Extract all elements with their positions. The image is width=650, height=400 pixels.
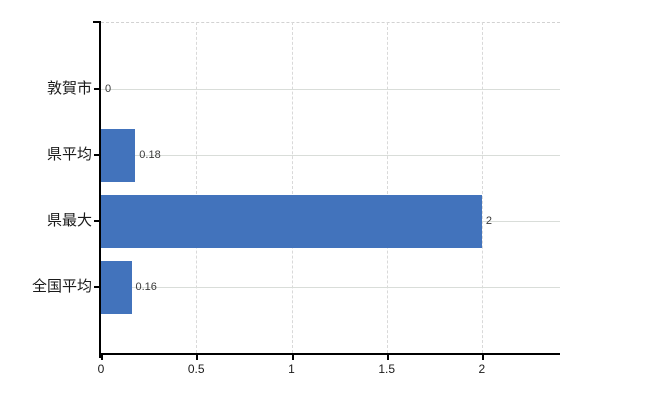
y-tick (94, 88, 101, 90)
x-tick (386, 355, 389, 360)
vertical-gridline (291, 22, 293, 353)
y-tick (94, 286, 101, 288)
bar-value-label: 0 (105, 83, 112, 95)
bar (101, 194, 482, 248)
x-tick-label: 1.5 (378, 362, 396, 376)
category-label: 敦賀市 (46, 80, 92, 97)
y-tick (94, 154, 101, 156)
vertical-gridline (481, 22, 483, 353)
horizontal-gridline (101, 89, 560, 90)
bar-value-label: 0.18 (139, 149, 161, 161)
plot-top-border (101, 22, 560, 23)
horizontal-gridline (101, 287, 560, 288)
x-tick (291, 355, 294, 360)
vertical-gridline (386, 22, 388, 353)
x-axis-line (99, 353, 560, 355)
y-tick (94, 220, 101, 222)
category-label: 県最大 (46, 212, 92, 229)
x-tick-label: 1 (288, 362, 295, 376)
horizontal-gridline (101, 155, 560, 156)
x-tick (101, 355, 103, 360)
category-label: 全国平均 (31, 278, 92, 295)
x-tick (481, 355, 484, 360)
y-axis-top-tick (93, 21, 101, 23)
x-tick-label: 2 (478, 362, 486, 376)
y-axis-line (99, 22, 101, 358)
bar (101, 128, 136, 182)
x-tick-label: 0 (97, 362, 105, 376)
category-label: 県平均 (46, 146, 92, 163)
bar-value-label: 0.16 (135, 281, 157, 293)
bar (101, 260, 132, 314)
plot-area: 0 0.18 2 0.16 (99, 22, 560, 358)
x-tick (196, 355, 199, 360)
vertical-gridline (196, 22, 198, 353)
x-tick-label: 0.5 (187, 362, 205, 376)
bar-value-label: 2 (485, 215, 493, 227)
